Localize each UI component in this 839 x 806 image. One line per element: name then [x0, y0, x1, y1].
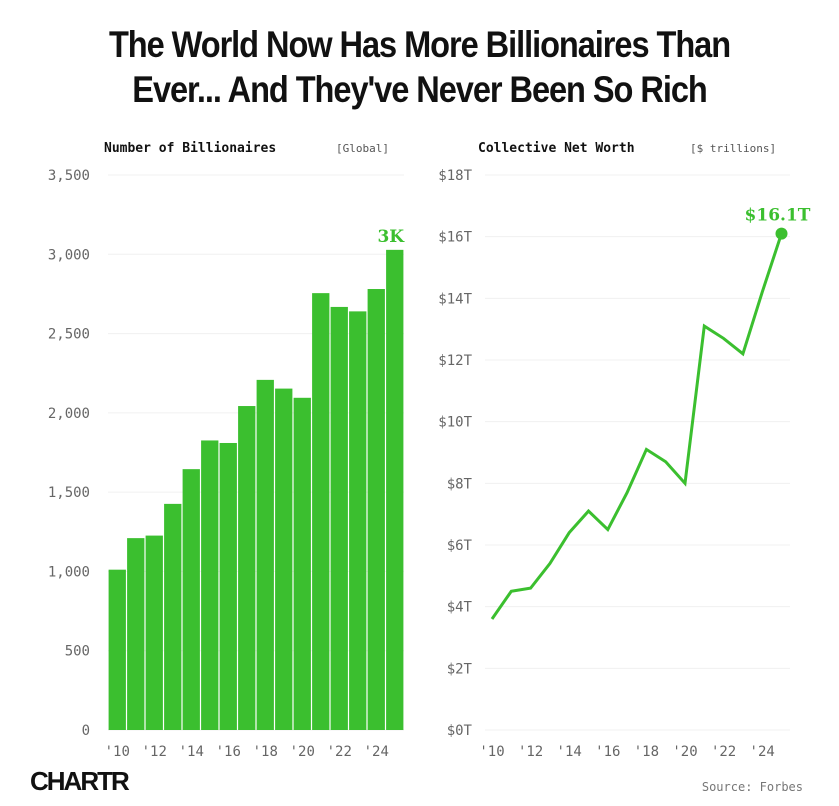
- y-tick-label: $2T: [447, 661, 473, 677]
- right-chart-unit: [$ trillions]: [690, 142, 776, 155]
- y-tick-label: $18T: [438, 168, 472, 184]
- bar: [164, 503, 182, 730]
- bar: [201, 440, 219, 730]
- bar: [349, 311, 367, 730]
- y-tick-label: 1,000: [48, 564, 90, 580]
- line-chart: $0T $2T $4T $6T $8T $10T $12T $14T $16T $18T $16.1…: [438, 168, 811, 760]
- y-tick-label: 3,500: [48, 168, 90, 184]
- y-tick-label: $0T: [447, 723, 473, 739]
- x-tick-label: '16: [595, 744, 620, 760]
- x-tick-label: '14: [179, 744, 204, 760]
- y-tick-label: $10T: [438, 415, 472, 431]
- chartr-logo: CHARTR: [30, 766, 130, 796]
- right-chart-title: Collective Net Worth: [478, 141, 635, 156]
- bar: [275, 388, 293, 730]
- source-note: Source: Forbes: [702, 780, 803, 794]
- bar-chart: 0 500 1,000 1,500 2,000 2,500 3,000 3,500 '10 '12…: [48, 168, 405, 760]
- net-worth-line: [490, 233, 783, 620]
- x-tick-label: '10: [479, 744, 504, 760]
- y-tick-label: $8T: [447, 476, 473, 492]
- x-tick-label: '12: [142, 744, 167, 760]
- x-tick-label: '14: [557, 744, 582, 760]
- x-tick-label: '16: [216, 744, 241, 760]
- x-tick-label: '24: [364, 744, 389, 760]
- y-tick-label: 2,000: [48, 406, 90, 422]
- bar-annotation: 3K: [377, 227, 405, 247]
- x-tick-label: '22: [711, 744, 736, 760]
- y-tick-label: 1,500: [48, 485, 90, 501]
- bar: [219, 442, 237, 730]
- bar: [386, 249, 404, 731]
- bar: [182, 469, 200, 730]
- bar: [145, 535, 163, 730]
- left-chart-unit: [Global]: [336, 142, 389, 155]
- line-annotation: $16.1T: [745, 206, 811, 226]
- y-tick-label: 3,000: [48, 247, 90, 263]
- bar: [127, 538, 145, 730]
- y-tick-label: 500: [65, 644, 90, 660]
- x-tick-label: '20: [672, 744, 697, 760]
- bar: [293, 397, 311, 730]
- x-tick-label: '22: [327, 744, 352, 760]
- y-tick-label: $16T: [438, 230, 472, 246]
- bar: [312, 293, 330, 730]
- bar: [256, 379, 274, 730]
- bar: [330, 306, 348, 730]
- y-tick-label: $14T: [438, 291, 472, 307]
- x-tick-label: '20: [290, 744, 315, 760]
- bar: [108, 569, 126, 730]
- title-line-2: Ever... And They've Never Been So Rich: [132, 69, 707, 110]
- y-tick-label: 2,500: [48, 327, 90, 343]
- bar: [367, 289, 385, 730]
- x-tick-label: '18: [253, 744, 278, 760]
- y-tick-label: 0: [82, 723, 90, 739]
- x-tick-label: '24: [750, 744, 775, 760]
- y-tick-label: $6T: [447, 538, 473, 554]
- title-line-1: The World Now Has More Billionaires Than: [108, 24, 731, 65]
- end-point-marker: [775, 227, 788, 240]
- x-tick-label: '18: [634, 744, 659, 760]
- bar: [238, 406, 256, 730]
- y-tick-label: $4T: [447, 600, 473, 616]
- left-chart-title: Number of Billionaires: [104, 141, 276, 156]
- x-tick-label: '12: [518, 744, 543, 760]
- y-tick-label: $12T: [438, 353, 472, 369]
- chart-title: The World Now Has More Billionaires Than…: [50, 22, 788, 112]
- x-tick-label: '10: [105, 744, 130, 760]
